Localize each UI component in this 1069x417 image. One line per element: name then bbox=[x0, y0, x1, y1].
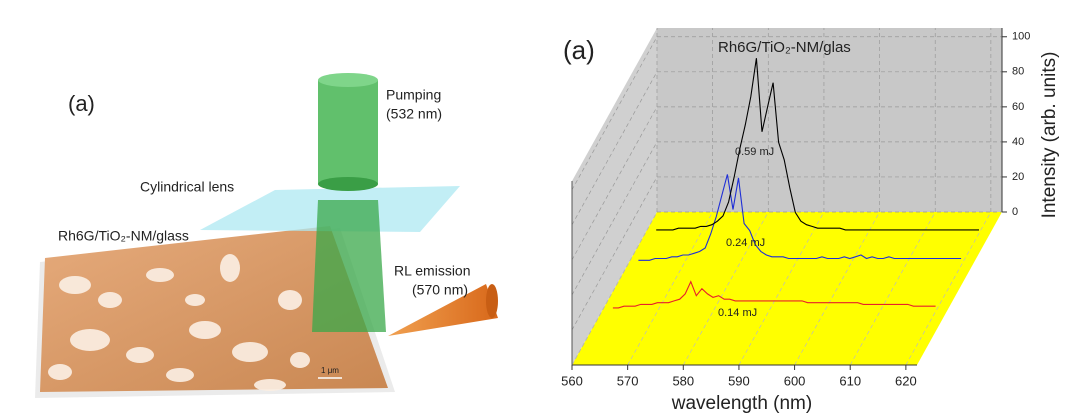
y-tick-label: 80 bbox=[1012, 66, 1024, 78]
panel-label: (a) bbox=[563, 35, 595, 65]
scale-bar-label: 1 μm bbox=[321, 366, 339, 375]
y-axis-label: Intensity (arb. units) bbox=[1039, 52, 1060, 219]
chart: 0 20 40 60 80 100 560 570 580 590 600 610 620 0.14 mJ… bbox=[561, 28, 1060, 414]
sample-label: Rh6G/TiO₂-NM/glass bbox=[58, 228, 189, 244]
pump-cylinder-bottom bbox=[318, 177, 378, 191]
x-tick-label: 600 bbox=[784, 373, 806, 388]
lens-label: Cylindrical lens bbox=[140, 179, 234, 195]
y-tick-label: 60 bbox=[1012, 101, 1024, 113]
chart-title: Rh6G/TiO₂-NM/glas bbox=[718, 39, 851, 56]
x-tick-label: 570 bbox=[617, 373, 639, 388]
series-label: 0.14 mJ bbox=[718, 307, 757, 319]
x-tick-label: 610 bbox=[839, 373, 861, 388]
x-axis-label: wavelength (nm) bbox=[671, 393, 812, 414]
panel-label: (a) bbox=[68, 91, 95, 116]
y-tick-label: 40 bbox=[1012, 136, 1024, 148]
y-tick-label: 0 bbox=[1012, 206, 1018, 218]
x-tick-label: 620 bbox=[895, 373, 917, 388]
series-label: 0.24 mJ bbox=[726, 237, 765, 249]
x-tick-label: 590 bbox=[728, 373, 750, 388]
pumping-label: (532 nm) bbox=[386, 106, 442, 122]
figure: 1 μm (a) Pumping (532 nm) Cylindrical le… bbox=[0, 0, 1069, 417]
emission-cone-end bbox=[486, 284, 498, 318]
pumping-label: Pumping bbox=[386, 87, 441, 103]
pump-cylinder bbox=[318, 80, 378, 184]
beam-sheet bbox=[312, 200, 386, 332]
series-label: 0.59 mJ bbox=[735, 146, 774, 158]
x-tick-label: 580 bbox=[672, 373, 694, 388]
x-tick-label: 560 bbox=[561, 373, 583, 388]
pump-cylinder-top bbox=[318, 73, 378, 87]
y-tick-label: 20 bbox=[1012, 171, 1024, 183]
diagram: 1 μm (a) Pumping (532 nm) Cylindrical le… bbox=[35, 73, 498, 398]
y-tick-label: 100 bbox=[1012, 31, 1030, 43]
emission-label: RL emission bbox=[394, 263, 471, 279]
emission-label: (570 nm) bbox=[412, 282, 468, 298]
